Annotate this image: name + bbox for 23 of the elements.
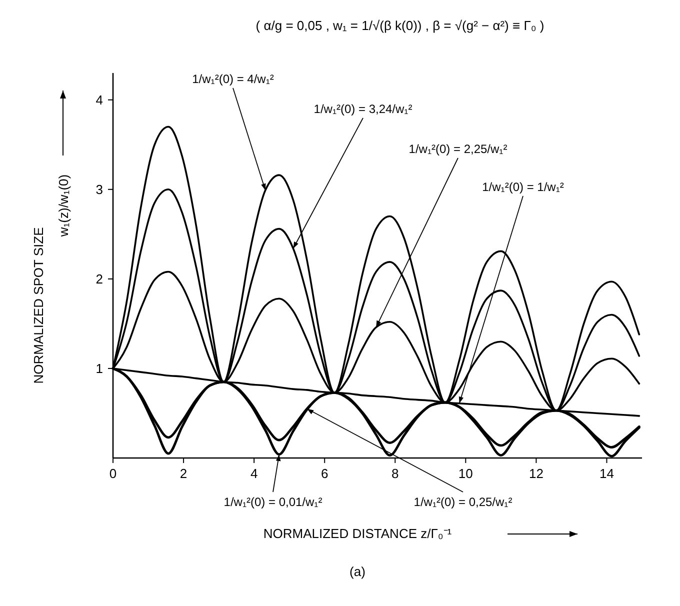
y-tick-label: 4 (96, 92, 103, 108)
y-tick-label: 1 (96, 361, 103, 376)
x-tick-label: 14 (600, 466, 614, 481)
x-tick-label: 8 (392, 466, 399, 481)
x-axis-title: NORMALIZED DISTANCE z/Γ₀⁻¹ (263, 526, 452, 541)
y-tick-label: 3 (96, 182, 103, 197)
y-tick-label: 2 (96, 271, 103, 286)
x-tick-label: 4 (250, 466, 258, 481)
text: w₁(z)/w₁(0) (56, 174, 71, 238)
text: 1/w₁²(0) = 0,25/w₁² (414, 495, 512, 509)
text: 1/w₁²(0) = 1/w₁² (482, 180, 564, 194)
x-tick-label: 2 (180, 466, 188, 481)
chart-title: ( α/g = 0,05 , w₁ = 1/√(β k(0)) , β = √(g² − α²) ≡ Γ₀ ) (256, 18, 544, 33)
x-tick-label: 10 (458, 466, 473, 481)
x-tick-label: 0 (109, 466, 117, 481)
x-tick-label: 6 (320, 466, 328, 481)
text: 1/w₁²(0) = 3,24/w₁² (314, 102, 412, 116)
text: (a) (350, 564, 366, 579)
y-axis-title: NORMALIZED SPOT SIZE (31, 226, 46, 384)
text: 1/w₁²(0) = 2,25/w₁² (408, 142, 508, 156)
x-tick-label: 12 (528, 466, 544, 481)
text: 1/w₁²(0) = 0,01/w₁² (224, 495, 322, 509)
text: 1/w₁²(0) = 4/w₁² (192, 72, 274, 86)
